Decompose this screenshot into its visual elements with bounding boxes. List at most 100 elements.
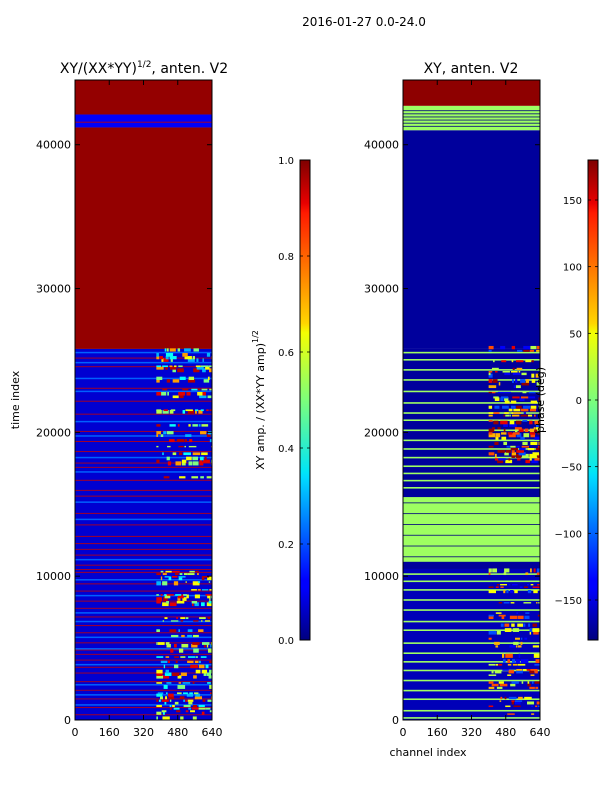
- p1-noise-0: [497, 459, 504, 464]
- p1-noise-258: [532, 628, 540, 632]
- p0-noise-234: [200, 656, 207, 658]
- p0-noise-307: [156, 581, 162, 586]
- p1-green-line-19: [403, 599, 540, 601]
- p0-noise-150: [169, 707, 172, 710]
- p1-noise-290: [533, 589, 538, 594]
- p0-noise-294: [207, 594, 211, 599]
- p0-noise-90: [187, 379, 196, 383]
- p0-noise-313: [208, 581, 211, 583]
- p1-xtick-label-3: 480: [495, 726, 516, 739]
- p1-noise-297: [496, 583, 500, 586]
- p0-noise-275: [169, 602, 177, 607]
- p1-noise-52: [507, 432, 513, 435]
- p1-noise-303: [537, 583, 540, 586]
- p1-noise-13: [522, 453, 529, 458]
- amplitude-heatmap: [75, 80, 212, 720]
- p1-noise-98: [488, 405, 493, 409]
- p0-noise-138: [156, 716, 158, 720]
- p0-noise-162: [164, 701, 167, 705]
- p0-red-line-9: [75, 462, 212, 464]
- amp-cb-tick-label-3: 0.6: [278, 348, 294, 359]
- p1-noise-115: [500, 396, 509, 399]
- p1-noise-1: [505, 459, 513, 464]
- p0-noise-252: [171, 634, 179, 638]
- p1-green-line-23: [403, 642, 540, 644]
- p0-noise-99: [193, 368, 200, 373]
- p1-noise-54: [529, 432, 536, 435]
- p1-noise-298: [500, 583, 507, 586]
- p0-blue-line-11: [75, 579, 212, 581]
- p1-noise-73: [500, 420, 508, 425]
- p0-noise-117: [170, 358, 173, 362]
- p1-noise-263: [517, 623, 523, 627]
- p0-noise-121: [156, 356, 160, 360]
- p0-noise-149: [209, 710, 212, 713]
- p0-noise-263: [170, 620, 179, 622]
- p1-noise-229: [507, 659, 511, 664]
- p0-band-0: [75, 80, 212, 115]
- amp-cb-tick-label-0: 0.0: [278, 636, 294, 647]
- p0-blue-line-15: [75, 636, 212, 639]
- p0-noise-44: [163, 431, 167, 435]
- p1-noise-171: [507, 713, 515, 715]
- p1-noise-218: [522, 668, 527, 671]
- p1-noise-107: [510, 400, 517, 404]
- p0-noise-270: [180, 617, 186, 620]
- time-index-label: time index: [9, 370, 22, 429]
- p1-noise-187: [500, 696, 503, 700]
- p1-noise-142: [504, 372, 511, 376]
- p1-noise-269: [509, 615, 518, 620]
- p0-noise-22: [162, 452, 164, 456]
- p0-noise-236: [178, 648, 184, 653]
- p1-noise-25: [510, 447, 518, 451]
- p0-noise-131: [206, 352, 211, 357]
- p0-noise-49: [169, 424, 176, 427]
- p0-noise-55: [156, 410, 162, 414]
- p1-noise-169: [530, 345, 537, 350]
- p1-noise-105: [538, 405, 540, 409]
- p0-noise-305: [201, 589, 209, 591]
- p0-red-line-6: [75, 430, 212, 432]
- p0-red-line-15: [75, 524, 212, 526]
- p0-noise-31: [184, 445, 187, 448]
- p1-noise-166: [500, 345, 506, 350]
- p0-noise-80: [202, 391, 206, 396]
- p1-noise-182: [536, 701, 540, 705]
- p0-red-line-25: [75, 600, 212, 602]
- p1-noise-222: [495, 663, 499, 666]
- p1-noise-239: [509, 645, 516, 648]
- p0-red-line-2: [75, 366, 212, 368]
- p0-noise-255: [192, 634, 199, 638]
- p1-noise-310: [504, 568, 510, 573]
- phase-cb-tick-label-0: −150: [555, 596, 582, 607]
- p0-noise-18: [186, 456, 192, 461]
- p0-noise-154: [198, 707, 206, 710]
- p0-noise-91: [203, 379, 210, 383]
- p1-noise-180: [514, 701, 521, 705]
- p0-noise-262: [162, 620, 165, 622]
- p1-noise-28: [535, 447, 540, 451]
- p1-noise-217: [516, 668, 523, 671]
- p0-noise-88: [166, 379, 171, 383]
- p1-band-2: [403, 130, 540, 349]
- p1-noise-285: [503, 589, 506, 594]
- p1-noise-82: [505, 414, 510, 417]
- p0-red-line-38: [75, 698, 212, 700]
- p1-noise-8: [529, 458, 532, 461]
- p1-noise-122: [504, 391, 511, 394]
- phase-cb-tick-label-1: −100: [555, 529, 582, 540]
- p0-noise-6: [175, 461, 182, 466]
- p1-green-line-2: [403, 369, 540, 371]
- p0-noise-67: [200, 409, 204, 412]
- p1-noise-34: [537, 445, 540, 448]
- p1-green-line-18: [403, 589, 540, 591]
- p0-noise-92: [156, 376, 163, 381]
- p0-noise-185: [166, 692, 168, 695]
- p1-noise-31: [510, 445, 516, 448]
- p1-ytick-label-3: 30000: [364, 283, 399, 296]
- p0-noise-291: [177, 594, 184, 599]
- p1-noise-85: [520, 414, 528, 417]
- p1-noise-48: [523, 433, 530, 438]
- p0-noise-136: [184, 348, 191, 352]
- p0-blue-line-17: [75, 663, 212, 666]
